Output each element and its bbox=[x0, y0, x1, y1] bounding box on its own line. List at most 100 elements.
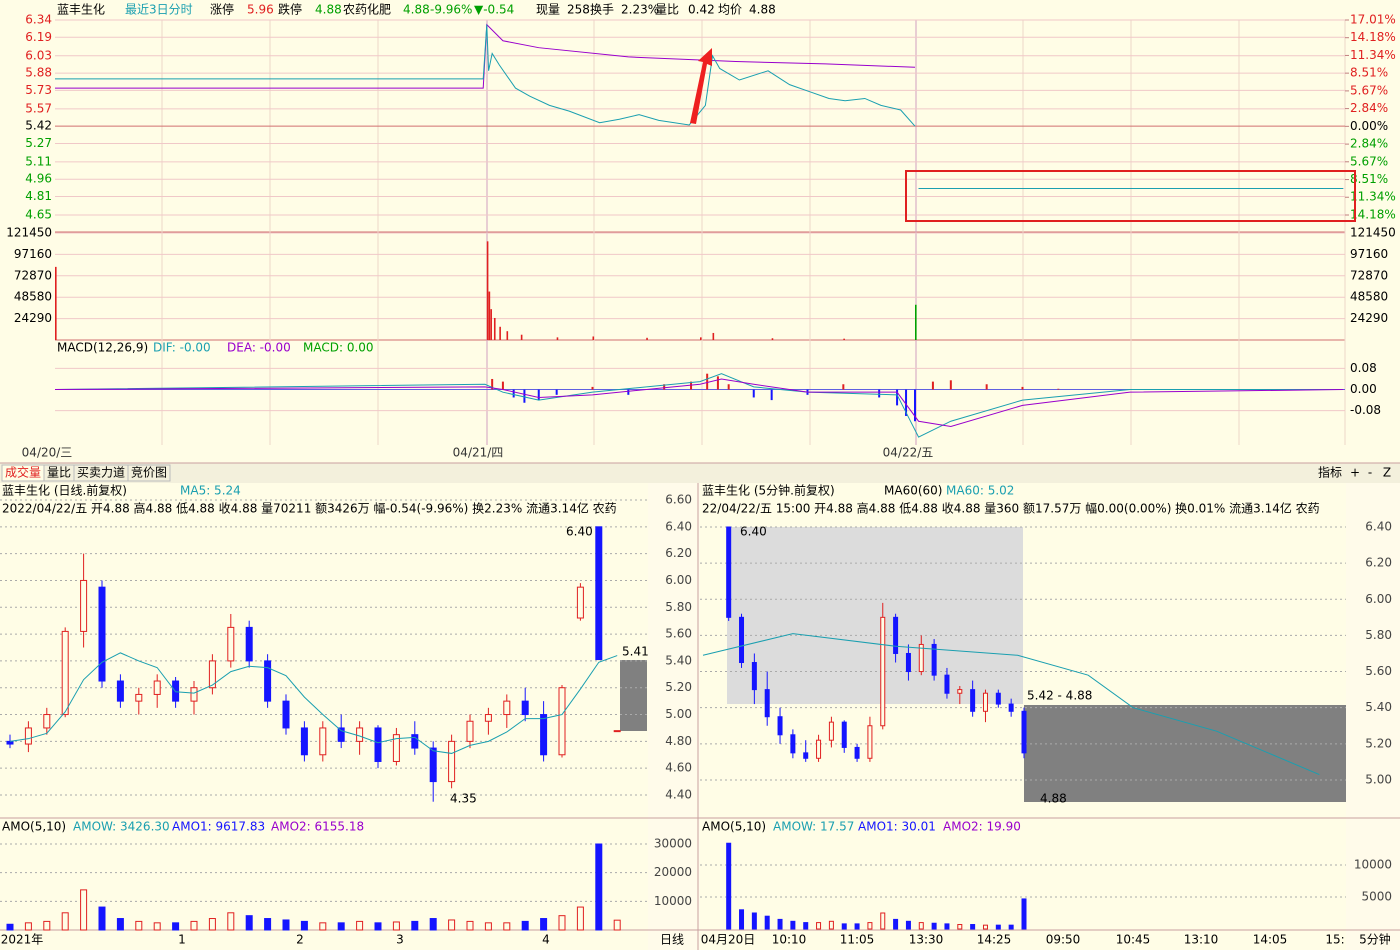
vol-bar bbox=[931, 922, 937, 930]
candle-body bbox=[80, 579, 88, 632]
y-tick-label: 5.20 bbox=[1365, 736, 1392, 750]
candle-body bbox=[931, 643, 937, 676]
vol-bar bbox=[337, 922, 345, 931]
candle-body bbox=[411, 734, 419, 749]
price-tick-label: 5.27 bbox=[25, 136, 52, 150]
range-box bbox=[1024, 705, 1346, 802]
y-tick-label: 6.40 bbox=[1365, 520, 1392, 534]
candle-body bbox=[970, 689, 976, 712]
vol-tick-label: 97160 bbox=[1350, 247, 1388, 261]
axis-strip bbox=[648, 483, 700, 950]
candle-body bbox=[484, 714, 492, 722]
vol-bar bbox=[803, 922, 809, 930]
vol-bar bbox=[828, 920, 834, 930]
candle-body bbox=[429, 747, 437, 783]
tab-label[interactable]: 买卖力道 bbox=[77, 466, 125, 480]
date-label: 04/22/五 bbox=[883, 446, 934, 460]
vol-bar bbox=[918, 922, 924, 930]
candle-body bbox=[319, 727, 327, 756]
pct-tick-label: 14.18% bbox=[1350, 208, 1396, 222]
pct-tick-label: 2.84% bbox=[1350, 137, 1388, 151]
annotation: 6.40 bbox=[740, 525, 767, 539]
candle-body bbox=[227, 626, 235, 662]
candle-body bbox=[282, 700, 290, 729]
panel-info: 2022/04/22/五 开4.88 高4.88 低4.88 收4.88 量70… bbox=[2, 501, 617, 516]
candle-body bbox=[116, 680, 124, 702]
macd-header: DIF: -0.00 bbox=[153, 341, 211, 355]
tab-label[interactable]: 竞价图 bbox=[131, 466, 167, 480]
x-label: 13:30 bbox=[909, 933, 944, 947]
candle-body bbox=[337, 727, 345, 742]
candle-body bbox=[6, 740, 14, 745]
vol-bar bbox=[392, 921, 400, 931]
vol-tick-label: 72870 bbox=[1350, 268, 1388, 282]
candle-body bbox=[790, 734, 796, 754]
candle-body bbox=[153, 680, 161, 695]
header-field: 量比 bbox=[655, 3, 679, 17]
candle-body bbox=[944, 674, 950, 694]
period-label[interactable]: 日线 bbox=[660, 933, 684, 947]
x-label: 04月20日 bbox=[701, 933, 756, 947]
vol-tick-label: 30000 bbox=[654, 837, 692, 851]
annotation: 4.88 bbox=[1040, 792, 1067, 806]
candle-body bbox=[854, 746, 860, 759]
vol-bar bbox=[556, 337, 559, 340]
tab-label[interactable]: 量比 bbox=[47, 466, 71, 480]
y-tick-label: 6.00 bbox=[665, 573, 692, 587]
vol-bar bbox=[429, 918, 437, 931]
button[interactable]: 指标 bbox=[1318, 465, 1342, 480]
pct-tick-label: 0.00% bbox=[1350, 119, 1388, 133]
candle-body bbox=[982, 692, 988, 712]
vol-bar bbox=[116, 918, 124, 931]
vol-bar bbox=[135, 920, 143, 931]
candle-body bbox=[726, 526, 732, 618]
amo-header: AMO2: 19.90 bbox=[943, 820, 1021, 834]
vol-bar bbox=[893, 918, 899, 930]
y-tick-label: 5.40 bbox=[1365, 700, 1392, 714]
vol-bar bbox=[466, 920, 474, 931]
header-field: 现量 bbox=[536, 3, 560, 17]
red-arrow bbox=[690, 48, 712, 124]
button[interactable]: - bbox=[1368, 466, 1372, 480]
candle-body bbox=[828, 721, 834, 741]
price-tick-label: 5.57 bbox=[25, 101, 52, 115]
price-tick-label: 6.03 bbox=[25, 48, 52, 62]
button[interactable]: Z bbox=[1383, 466, 1391, 480]
amo-header: AMO1: 9617.83 bbox=[172, 820, 265, 834]
header-field: 跌停 bbox=[278, 2, 302, 17]
candle-body bbox=[374, 727, 382, 762]
vol-bar bbox=[739, 909, 745, 930]
price-tick-label: 5.73 bbox=[25, 83, 52, 97]
vol-bar bbox=[790, 920, 796, 930]
vol-tick-label: 5000 bbox=[1361, 890, 1392, 904]
vol-bar bbox=[944, 923, 950, 930]
candle-body bbox=[503, 700, 511, 716]
vol-bar bbox=[484, 922, 492, 931]
tab-label[interactable]: 成交量 bbox=[5, 465, 41, 480]
vol-bar bbox=[595, 843, 603, 931]
amo-header: AMOW: 3426.30 bbox=[73, 820, 170, 834]
range-box bbox=[727, 527, 1023, 704]
period-label[interactable]: 5分钟 bbox=[1359, 932, 1391, 947]
vol-tick-label: 72870 bbox=[14, 268, 52, 282]
date-label: 04/21/四 bbox=[453, 446, 504, 460]
candle-body bbox=[595, 526, 603, 661]
candle-body bbox=[777, 716, 783, 736]
vol-bar bbox=[80, 889, 88, 931]
header-field: 4.88 bbox=[315, 3, 342, 17]
vol-bar bbox=[98, 906, 106, 931]
vol-bar bbox=[245, 915, 253, 931]
button[interactable]: + bbox=[1350, 466, 1360, 480]
vol-bar bbox=[190, 920, 198, 931]
header-field: 0.42 bbox=[688, 3, 715, 17]
candle-body bbox=[739, 616, 745, 664]
tab[interactable] bbox=[127, 464, 171, 482]
annotation: 6.40 bbox=[566, 525, 593, 539]
y-tick-label: 5.00 bbox=[665, 707, 692, 721]
vol-tick-label: 10000 bbox=[654, 894, 692, 908]
vol-tick-label: 121450 bbox=[1350, 226, 1396, 240]
header-field: -9.96% bbox=[430, 3, 472, 17]
y-tick-label: 5.60 bbox=[665, 627, 692, 641]
candle-body bbox=[1021, 710, 1027, 754]
annotation: 5.42 - 4.88 bbox=[1027, 689, 1092, 703]
